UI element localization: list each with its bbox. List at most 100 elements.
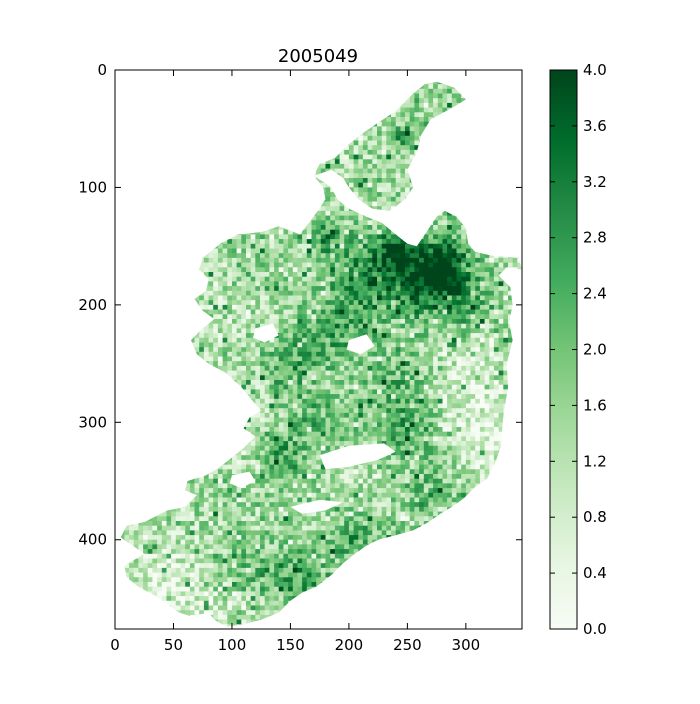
heatmap-cell	[227, 196, 233, 203]
heatmap-cell	[246, 210, 252, 217]
heatmap-cell	[129, 192, 135, 198]
heatmap-cell	[442, 295, 448, 301]
heatmap-cell	[274, 295, 280, 301]
heatmap-cell	[503, 121, 509, 127]
heatmap-cell	[512, 126, 518, 132]
heatmap-cell	[133, 81, 139, 85]
heatmap-cell	[203, 81, 210, 85]
heatmap-cell	[498, 309, 504, 315]
heatmap-cell	[358, 253, 364, 259]
heatmap-cell	[194, 196, 200, 203]
heatmap-cell	[250, 168, 256, 174]
heatmap-cell	[189, 337, 196, 344]
heatmap-cell	[129, 107, 135, 113]
heatmap-cell	[203, 333, 210, 339]
heatmap-cell	[232, 93, 238, 99]
heatmap-cell	[227, 276, 233, 282]
heatmap-cell	[325, 173, 331, 179]
heatmap-cell	[306, 225, 313, 231]
heatmap-cell	[428, 253, 434, 259]
heatmap-cell	[409, 253, 415, 259]
heatmap-cell	[414, 309, 420, 315]
heatmap-cell	[353, 88, 359, 95]
heatmap-cell	[297, 328, 303, 334]
heatmap-cell	[264, 135, 270, 142]
heatmap-cell	[120, 337, 125, 344]
heatmap-cell	[330, 253, 336, 259]
heatmap-cell	[129, 121, 135, 127]
heatmap-cell	[250, 323, 256, 329]
heatmap-cell	[330, 182, 336, 188]
heatmap-cell	[250, 300, 256, 306]
heatmap-cell	[269, 290, 275, 297]
heatmap-cell	[508, 328, 514, 334]
heatmap-cell	[339, 81, 345, 85]
heatmap-cell	[166, 154, 172, 160]
heatmap-cell	[311, 135, 317, 142]
heatmap-cell	[391, 304, 397, 311]
heatmap-cell	[306, 81, 313, 85]
heatmap-cell	[381, 178, 387, 184]
heatmap-cell	[358, 192, 364, 198]
heatmap-cell	[395, 201, 401, 207]
heatmap-cell	[157, 84, 163, 90]
heatmap-cell	[465, 300, 472, 306]
heatmap-cell	[358, 262, 364, 268]
heatmap-cell	[255, 286, 261, 292]
heatmap-cell	[372, 84, 378, 90]
heatmap-cell	[461, 286, 467, 292]
heatmap-cell	[292, 107, 299, 113]
heatmap-cell	[391, 333, 397, 339]
heatmap-cell	[320, 333, 327, 339]
heatmap-cell	[334, 140, 341, 146]
heatmap-cell	[189, 253, 196, 259]
heatmap-cell	[208, 272, 214, 278]
heatmap-cell	[508, 295, 514, 301]
heatmap-cell	[199, 319, 205, 325]
heatmap-cell	[503, 300, 509, 306]
heatmap-cell	[433, 272, 439, 278]
heatmap-cell	[180, 98, 186, 104]
heatmap-cell	[423, 178, 430, 184]
heatmap-cell	[470, 290, 476, 297]
heatmap-cell	[217, 300, 224, 306]
heatmap-cell	[489, 281, 495, 287]
heatmap-cell	[465, 173, 472, 179]
heatmap-cell	[274, 154, 280, 160]
heatmap-cell	[512, 281, 518, 287]
heatmap-cell	[451, 239, 458, 245]
heatmap-cell	[465, 290, 472, 297]
heatmap-cell	[461, 276, 467, 282]
heatmap-cell	[493, 187, 500, 193]
heatmap-cell	[166, 81, 172, 85]
heatmap-cell	[306, 210, 313, 217]
heatmap-cell	[423, 206, 430, 212]
heatmap-cell	[414, 333, 420, 339]
heatmap-cell	[423, 314, 430, 320]
heatmap-cell	[391, 201, 397, 207]
heatmap-cell	[475, 117, 481, 123]
heatmap-cell	[456, 323, 462, 329]
heatmap-cell	[493, 102, 500, 109]
heatmap-cell	[152, 70, 157, 75]
heatmap-cell	[129, 206, 135, 212]
heatmap-cell	[395, 121, 401, 127]
heatmap-cell	[367, 163, 373, 170]
heatmap-cell	[400, 257, 406, 264]
heatmap-cell	[260, 281, 266, 287]
heatmap-cell	[367, 117, 373, 123]
heatmap-cell	[465, 323, 472, 329]
heatmap-cell	[367, 262, 373, 268]
heatmap-cell	[386, 81, 392, 85]
heatmap-cell	[175, 337, 182, 344]
heatmap-cell	[241, 192, 247, 198]
heatmap-cell	[129, 154, 135, 160]
heatmap-cell	[320, 304, 327, 311]
heatmap-cell	[461, 201, 467, 207]
heatmap-cell	[189, 107, 196, 113]
heatmap-cell	[171, 215, 177, 221]
heatmap-cell	[447, 192, 453, 198]
heatmap-cell	[166, 253, 172, 259]
heatmap-cell	[316, 314, 322, 320]
heatmap-cell	[217, 290, 224, 297]
